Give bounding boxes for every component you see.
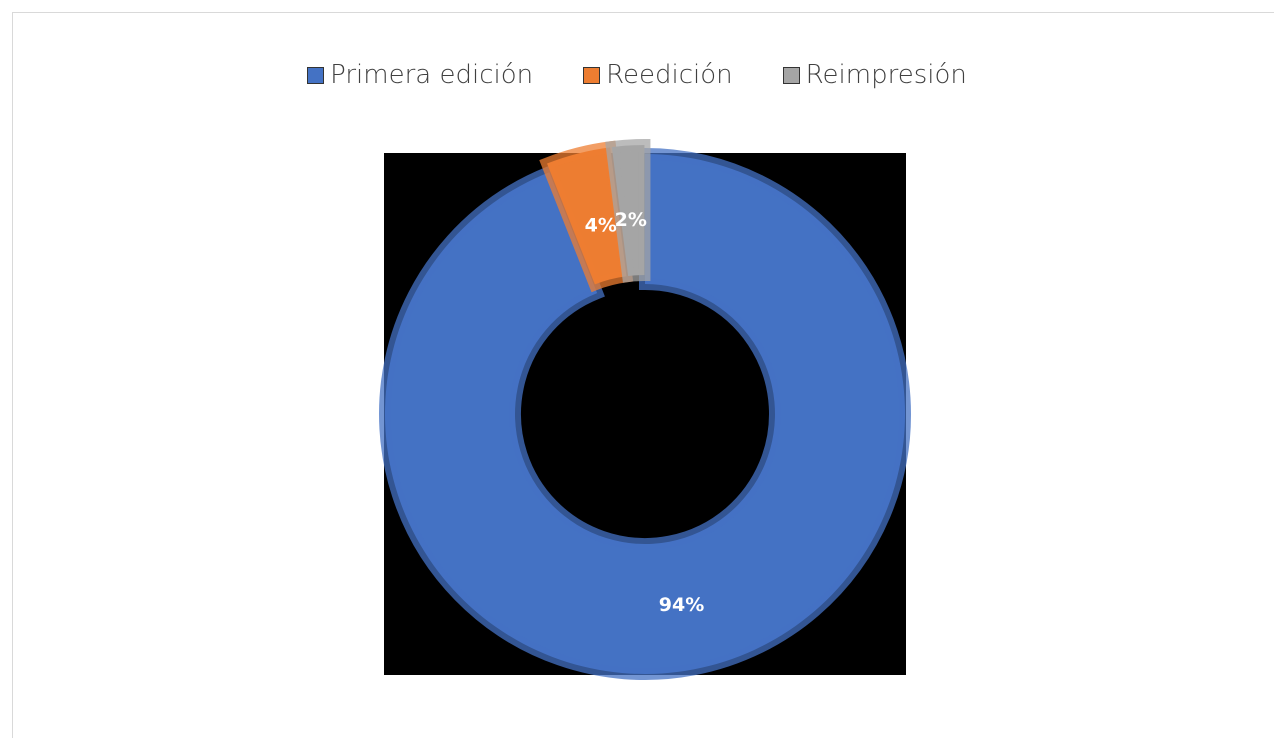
data-label: 2% — [615, 209, 647, 231]
frame — [12, 12, 1274, 738]
legend-item: Primera edición — [307, 60, 533, 90]
legend-label: Reedición — [606, 60, 733, 90]
legend-swatch — [307, 66, 325, 84]
data-label: 4% — [585, 215, 617, 237]
legend-item: Reedición — [583, 60, 733, 90]
legend-item: Reimpresión — [782, 60, 967, 90]
data-label: 94% — [659, 594, 704, 616]
slice — [605, 139, 651, 283]
legend-label: Primera edición — [330, 60, 534, 90]
slice — [379, 147, 911, 680]
legend: Primera edición Reedición Reimpresión — [0, 60, 1274, 90]
legend-swatch — [782, 66, 800, 84]
legend-swatch — [583, 66, 601, 84]
legend-label: Reimpresión — [805, 60, 967, 90]
